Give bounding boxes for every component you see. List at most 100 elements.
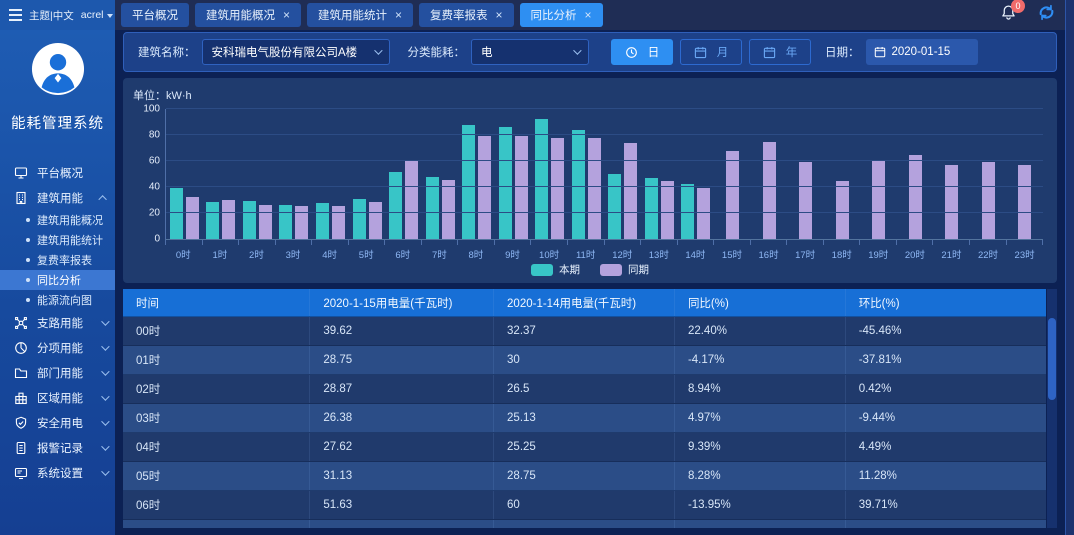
sidebar-item[interactable]: 建筑用能: [0, 185, 115, 210]
sidebar-item[interactable]: 系统设置: [0, 460, 115, 485]
notification-badge: 0: [1011, 0, 1025, 13]
bar-previous[interactable]: [551, 137, 565, 239]
bar-current[interactable]: [315, 203, 329, 239]
chevron-down-icon: [101, 341, 110, 351]
bar-current[interactable]: [206, 201, 220, 239]
bar-previous[interactable]: [799, 162, 813, 239]
user-menu[interactable]: acrel: [81, 9, 113, 21]
tab-close-icon[interactable]: ×: [495, 8, 503, 22]
bar-current[interactable]: [644, 177, 658, 239]
table-row[interactable]: 00时 39.62 32.37 22.40% -45.46%: [123, 317, 1046, 346]
table-cell: 60: [494, 491, 675, 519]
page-scrollbar[interactable]: [1065, 0, 1074, 535]
tab-bar: 平台概况 建筑用能概况 × 建筑用能统计 × 复费率报表 × 同比分析 ×: [121, 3, 1000, 27]
legend-swatch: [531, 263, 553, 276]
bar-current[interactable]: [681, 184, 695, 239]
notification-bell-icon[interactable]: 0: [1000, 0, 1025, 26]
tab[interactable]: 建筑用能统计 ×: [307, 3, 414, 27]
tab[interactable]: 平台概况: [121, 3, 189, 27]
bar-current[interactable]: [535, 118, 549, 239]
bar-current[interactable]: [242, 201, 256, 239]
date-picker[interactable]: 2020-01-15: [865, 39, 978, 65]
bar-current[interactable]: [279, 204, 293, 239]
comparison-table-panel: 时间 2020-1-15用电量(千瓦时) 2020-1-14用电量(千瓦时) 同比(%…: [123, 289, 1057, 528]
bar-current[interactable]: [498, 127, 512, 239]
sidebar-subitem-label: 建筑用能统计: [37, 235, 103, 247]
bar-previous[interactable]: [872, 160, 886, 239]
table-scrollbar[interactable]: [1047, 289, 1057, 528]
bar-previous[interactable]: [258, 204, 272, 239]
tab-close-icon[interactable]: ×: [584, 8, 592, 22]
bar-previous[interactable]: [624, 142, 638, 239]
bar-previous[interactable]: [835, 181, 849, 239]
bar-previous[interactable]: [1018, 164, 1032, 239]
table-row[interactable]: 07时4845.635.19%-7.56%: [123, 520, 1046, 528]
tab[interactable]: 同比分析 ×: [519, 3, 603, 27]
bar-previous[interactable]: [697, 188, 711, 239]
bar-current[interactable]: [608, 174, 622, 239]
x-axis-tick-label: 19时: [868, 250, 889, 261]
period-button-年[interactable]: 年: [749, 39, 811, 65]
building-select[interactable]: 安科瑞电气股份有限公司A楼: [201, 39, 390, 65]
tab-close-icon[interactable]: ×: [283, 8, 291, 22]
bar-previous[interactable]: [185, 196, 199, 239]
hamburger-menu-icon[interactable]: [9, 9, 22, 21]
bar-previous[interactable]: [478, 136, 492, 239]
table-row[interactable]: 03时 26.38 25.13 4.97% -9.44%: [123, 404, 1046, 433]
sidebar-item[interactable]: 安全用电: [0, 410, 115, 435]
sidebar-subitem[interactable]: 同比分析: [0, 270, 115, 290]
bar-current[interactable]: [425, 176, 439, 239]
bar-previous[interactable]: [405, 161, 419, 239]
bar-previous[interactable]: [762, 141, 776, 239]
tab[interactable]: 复费率报表 ×: [419, 3, 514, 27]
bar-previous[interactable]: [981, 162, 995, 239]
tab-label: 同比分析: [530, 10, 577, 22]
period-button-月[interactable]: 月: [680, 39, 742, 65]
table-row[interactable]: 04时 27.62 25.25 9.39% 4.49%: [123, 433, 1046, 462]
refresh-icon[interactable]: [1037, 4, 1056, 26]
legend-item[interactable]: 本期: [531, 262, 580, 277]
theme-language-switcher[interactable]: 主题|中文: [29, 9, 74, 22]
sidebar-subitem[interactable]: 复费率报表: [0, 250, 115, 270]
bar-current[interactable]: [571, 129, 585, 239]
bar-previous[interactable]: [725, 150, 739, 239]
date-value: 2020-01-15: [891, 46, 951, 58]
table-scrollbar-thumb[interactable]: [1048, 318, 1056, 400]
sidebar-item[interactable]: 分项用能: [0, 335, 115, 360]
period-button-日[interactable]: 日: [611, 39, 673, 65]
sidebar-subitem[interactable]: 建筑用能统计: [0, 230, 115, 250]
table-row[interactable]: 05时 31.13 28.75 8.28% 11.28%: [123, 462, 1046, 491]
bar-previous[interactable]: [222, 200, 236, 239]
sidebar-item[interactable]: 区域用能: [0, 385, 115, 410]
sidebar-item[interactable]: 报警记录: [0, 435, 115, 460]
bar-previous[interactable]: [945, 164, 959, 239]
table-row[interactable]: 01时 28.75 30 -4.17% -37.81%: [123, 346, 1046, 375]
table-row[interactable]: 06时 51.63 60 -13.95% 39.71%: [123, 491, 1046, 520]
tab[interactable]: 建筑用能概况 ×: [195, 3, 302, 27]
sidebar-item[interactable]: 平台概况: [0, 160, 115, 185]
sidebar-subitem[interactable]: 能源流向图: [0, 290, 115, 310]
bar-previous[interactable]: [368, 201, 382, 239]
table-row[interactable]: 02时 28.87 26.5 8.94% 0.42%: [123, 375, 1046, 404]
bar-previous[interactable]: [295, 206, 309, 239]
gridline: [166, 108, 1043, 109]
x-axis-tick-label: 5时: [358, 250, 374, 261]
sidebar-item[interactable]: 部门用能: [0, 360, 115, 385]
bar-previous[interactable]: [587, 137, 601, 239]
bar-previous[interactable]: [514, 136, 528, 239]
bar-current[interactable]: [169, 187, 183, 239]
sidebar-subitem[interactable]: 建筑用能概况: [0, 210, 115, 230]
bar-current[interactable]: [389, 171, 403, 239]
bar-previous[interactable]: [331, 206, 345, 239]
table-cell: 51.63: [310, 491, 495, 519]
tab-close-icon[interactable]: ×: [395, 8, 403, 22]
bar-previous[interactable]: [660, 180, 674, 239]
bar-group: [166, 109, 203, 239]
sidebar-item[interactable]: 支路用能: [0, 310, 115, 335]
bar-current[interactable]: [462, 124, 476, 239]
bar-previous[interactable]: [908, 155, 922, 239]
bar-previous[interactable]: [441, 179, 455, 239]
energy-type-select[interactable]: 电: [471, 39, 589, 65]
bar-current[interactable]: [352, 198, 366, 239]
legend-item[interactable]: 同期: [600, 262, 649, 277]
